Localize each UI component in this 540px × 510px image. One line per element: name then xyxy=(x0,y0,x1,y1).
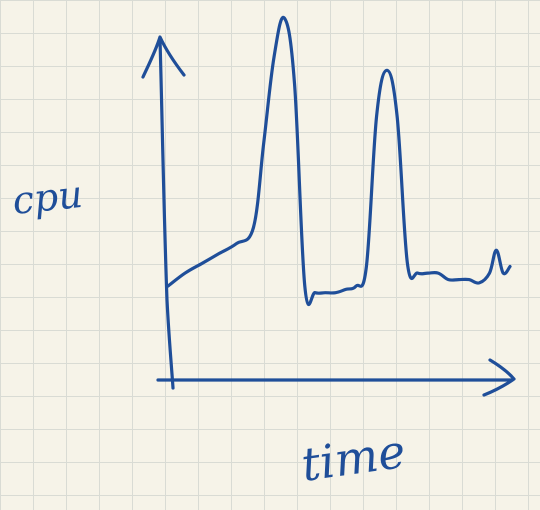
y-axis-label: cpu xyxy=(10,172,84,223)
x-axis-label: time xyxy=(298,424,409,492)
cpu-series-line xyxy=(166,15,512,306)
x-axis xyxy=(156,378,514,383)
y-axis xyxy=(158,37,175,390)
x-axis-arrow xyxy=(482,358,516,397)
y-axis-arrow xyxy=(141,35,186,79)
